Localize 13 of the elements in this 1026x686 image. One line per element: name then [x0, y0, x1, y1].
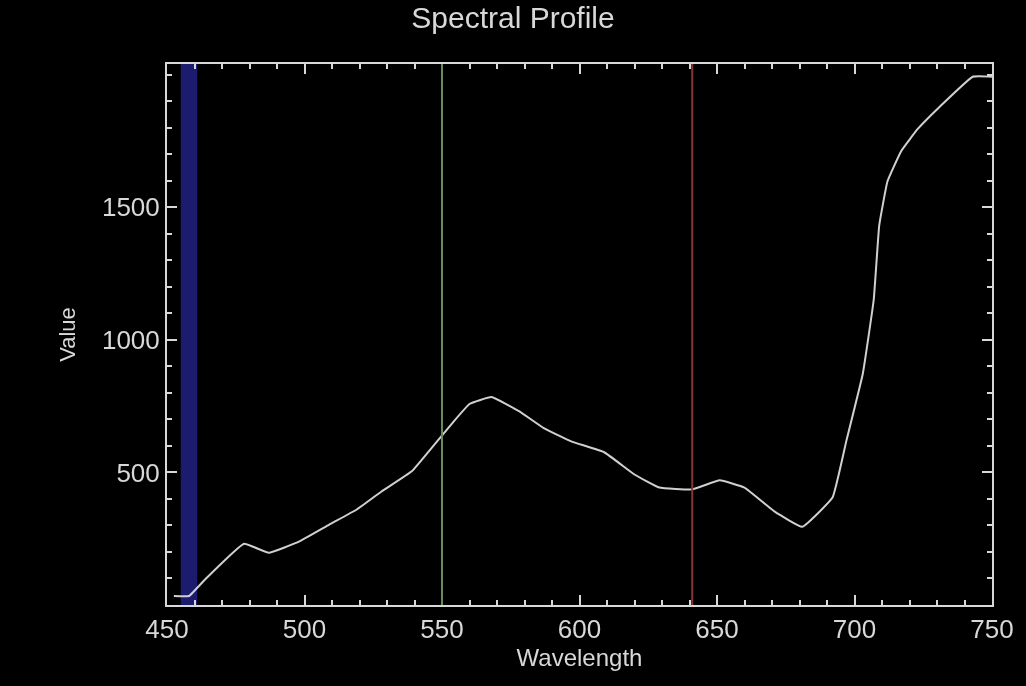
x-tick-label: 500	[282, 614, 327, 645]
y-axis-title: Value	[55, 307, 81, 362]
y-tick-label: 1500	[101, 192, 160, 223]
chart-title: Spectral Profile	[411, 0, 615, 34]
x-axis-title: Wavelength	[516, 644, 643, 672]
y-tick-label: 1000	[101, 324, 160, 355]
x-tick-label: 650	[695, 614, 739, 645]
y-tick-label: 500	[116, 457, 160, 488]
x-tick-label: 550	[420, 614, 464, 645]
x-tick-label: 450	[145, 614, 189, 645]
x-tick-label: 700	[832, 614, 877, 645]
x-tick-label: 600	[557, 614, 602, 645]
x-tick-label: 750	[970, 614, 1014, 645]
